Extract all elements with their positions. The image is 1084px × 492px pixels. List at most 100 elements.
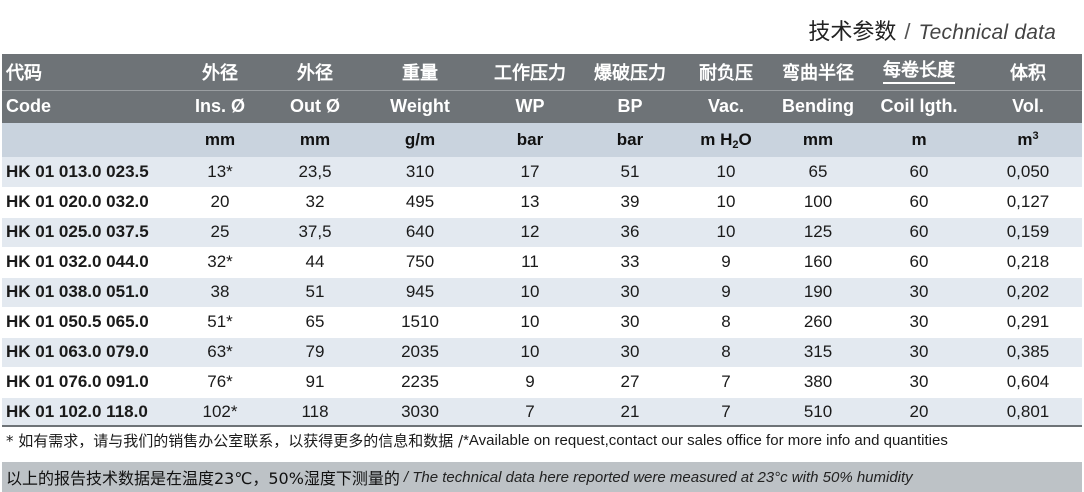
table-cell: 125 <box>772 217 864 248</box>
table-cell: 510 <box>772 397 864 428</box>
product-code-cell: HK 01 063.0 079.0 <box>2 337 170 368</box>
table-cell: 30 <box>864 337 974 368</box>
table-cell: 10 <box>680 157 772 188</box>
header-row-chinese: 代码 外径 外径 重量 工作压力 爆破压力 耐负压 弯曲半径 每卷长度 体积 <box>2 54 1082 91</box>
table-cell: 17 <box>480 157 580 188</box>
table-cell: 30 <box>864 307 974 338</box>
table-row: HK 01 050.5 065.0 51* 65 1510 10 30 8 260 30 0,29… <box>2 307 1082 338</box>
table-cell: 9 <box>480 367 580 398</box>
col-header-en-bp: BP <box>580 90 680 123</box>
table-cell: 65 <box>270 307 360 338</box>
product-code-cell: HK 01 076.0 091.0 <box>2 367 170 398</box>
col-unit-volume: m3 <box>974 123 1082 157</box>
table-cell: 38 <box>170 277 270 308</box>
header-row-units: mm mm g/m bar bar m H2O mm m m3 <box>2 123 1082 157</box>
product-code-cell: HK 01 013.0 023.5 <box>2 157 170 188</box>
table-cell: 25 <box>170 217 270 248</box>
col-header-en-vac: Vac. <box>680 90 772 123</box>
table-cell: 63* <box>170 337 270 368</box>
footnote-english: *Available on request,contact our sales … <box>463 431 948 449</box>
table-cell: 23,5 <box>270 157 360 188</box>
col-header-zh-ins-diameter: 外径 <box>170 54 270 91</box>
table-row: HK 01 025.0 037.5 25 37,5 640 12 36 10 125 60 0,1… <box>2 217 1082 248</box>
col-header-en-out-diameter: Out Ø <box>270 90 360 123</box>
product-code-cell: HK 01 032.0 044.0 <box>2 247 170 278</box>
table-cell: 750 <box>360 247 480 278</box>
title-chinese: 技术参数 <box>808 20 897 45</box>
table-cell: 0,291 <box>974 307 1082 338</box>
table-cell: 10 <box>480 307 580 338</box>
table-cell: 8 <box>680 337 772 368</box>
col-unit-code <box>2 123 170 157</box>
technical-data-table: 代码 外径 外径 重量 工作压力 爆破压力 耐负压 弯曲半径 每卷长度 体积 C… <box>2 54 1082 428</box>
header-row-english: Code Ins. Ø Out Ø Weight WP BP Vac. Bend… <box>2 90 1082 123</box>
col-header-zh-code: 代码 <box>2 54 170 91</box>
col-unit-vac-subscript: 2 <box>732 138 739 151</box>
table-cell: 60 <box>864 157 974 188</box>
table-cell: 0,218 <box>974 247 1082 278</box>
table-cell: 60 <box>864 217 974 248</box>
table-cell: 7 <box>680 367 772 398</box>
col-unit-out-diameter: mm <box>270 123 360 157</box>
col-header-en-code: Code <box>2 90 170 123</box>
col-unit-coil-length: m <box>864 123 974 157</box>
col-header-en-bending: Bending <box>772 90 864 123</box>
table-row: HK 01 076.0 091.0 76* 91 2235 9 27 7 380 30 0,604 <box>2 367 1082 398</box>
col-unit-bending: mm <box>772 123 864 157</box>
table-body: HK 01 013.0 023.5 13* 23,5 310 17 51 10 65 60 0,0… <box>2 157 1082 428</box>
col-unit-volume-prefix: m <box>1017 130 1033 149</box>
table-cell: 21 <box>580 397 680 428</box>
col-header-en-weight: Weight <box>360 90 480 123</box>
col-header-en-volume: Vol. <box>974 90 1082 123</box>
title-english: Technical data <box>918 21 1056 44</box>
table-cell: 13* <box>170 157 270 188</box>
col-unit-vac-prefix: m H <box>700 129 733 149</box>
table-cell: 60 <box>864 187 974 218</box>
product-code-cell: HK 01 050.5 065.0 <box>2 307 170 338</box>
table-cell: 10 <box>480 277 580 308</box>
col-unit-wp: bar <box>480 123 580 157</box>
table-cell: 37,5 <box>270 217 360 248</box>
col-header-en-wp: WP <box>480 90 580 123</box>
col-header-zh-bending: 弯曲半径 <box>772 54 864 91</box>
table-cell: 12 <box>480 217 580 248</box>
table-cell: 30 <box>580 337 680 368</box>
table-cell: 51* <box>170 307 270 338</box>
title-separator: / <box>904 19 911 44</box>
table-cell: 44 <box>270 247 360 278</box>
table-cell: 2035 <box>360 337 480 368</box>
page-title: 技术参数 / Technical data <box>808 14 1056 48</box>
table-cell: 32 <box>270 187 360 218</box>
table-row: HK 01 063.0 079.0 63* 79 2035 10 30 8 315 30 0,38… <box>2 337 1082 368</box>
table-cell: 3030 <box>360 397 480 428</box>
table-cell: 0,050 <box>974 157 1082 188</box>
col-header-en-coil-length: Coil lgth. <box>864 90 974 123</box>
col-header-zh-bp: 爆破压力 <box>580 54 680 91</box>
table-cell: 102* <box>170 397 270 428</box>
table-row: HK 01 013.0 023.5 13* 23,5 310 17 51 10 65 60 0,0… <box>2 157 1082 188</box>
table-cell: 51 <box>580 157 680 188</box>
table-row: HK 01 102.0 118.0 102* 118 3030 7 21 7 510 20 0,8… <box>2 397 1082 428</box>
col-header-zh-coil-length: 每卷长度 <box>864 54 974 91</box>
col-header-zh-coil-length-text: 每卷长度 <box>883 61 955 84</box>
table-cell: 315 <box>772 337 864 368</box>
measurement-notice: 以上的报告技术数据是在温度23℃，50%湿度下测量的 / The technic… <box>2 462 1082 492</box>
table-cell: 310 <box>360 157 480 188</box>
table-cell: 32* <box>170 247 270 278</box>
table-cell: 0,801 <box>974 397 1082 428</box>
table-cell: 39 <box>580 187 680 218</box>
table-row: HK 01 038.0 051.0 38 51 945 10 30 9 190 30 0,202 <box>2 277 1082 308</box>
table-cell: 30 <box>580 277 680 308</box>
product-code-cell: HK 01 025.0 037.5 <box>2 217 170 248</box>
table-cell: 60 <box>864 247 974 278</box>
product-code-cell: HK 01 038.0 051.0 <box>2 277 170 308</box>
table-cell: 7 <box>480 397 580 428</box>
footnote-chinese: * 如有需求，请与我们的销售办公室联系，以获得更多的信息和数据 / <box>6 431 464 450</box>
table-cell: 2235 <box>360 367 480 398</box>
notice-chinese: 以上的报告技术数据是在温度23℃，50%湿度下测量的 <box>6 469 400 488</box>
table-cell: 495 <box>360 187 480 218</box>
table-cell: 190 <box>772 277 864 308</box>
table-cell: 76* <box>170 367 270 398</box>
table-cell: 51 <box>270 277 360 308</box>
table-cell: 9 <box>680 247 772 278</box>
